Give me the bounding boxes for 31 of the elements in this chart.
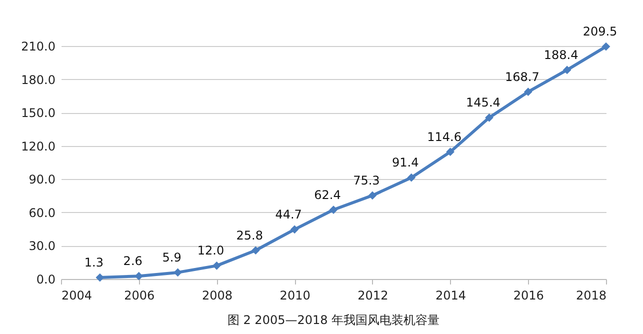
x-tick-label: 2004 bbox=[62, 288, 92, 302]
y-tick-label: 120.0 bbox=[21, 139, 56, 154]
data-label: 145.4 bbox=[466, 96, 500, 110]
x-tick-label: 2010 bbox=[280, 288, 310, 302]
data-label: 12.0 bbox=[197, 244, 224, 258]
data-label: 188.4 bbox=[544, 48, 578, 62]
y-tick-label: 180.0 bbox=[21, 72, 56, 87]
y-tick-label: 210.0 bbox=[21, 40, 56, 54]
y-tick-label: 60.0 bbox=[28, 206, 56, 220]
y-tick-label: 150.0 bbox=[21, 106, 56, 120]
data-label: 209.5 bbox=[582, 24, 618, 39]
data-label: 5.9 bbox=[162, 250, 182, 264]
x-tick-label: 2006 bbox=[124, 288, 155, 302]
data-label: 62.4 bbox=[314, 188, 341, 202]
data-label: 114.6 bbox=[427, 130, 462, 144]
data-label: 2.6 bbox=[123, 254, 142, 268]
caption: 图 2 2005—2018 年我国风电装机容量 bbox=[227, 313, 440, 327]
data-label: 168.7 bbox=[504, 70, 540, 84]
x-tick-label: 2016 bbox=[513, 288, 544, 302]
data-label: 1.3 bbox=[84, 256, 104, 270]
y-tick-label: 0.0 bbox=[36, 272, 56, 286]
data-label: 75.3 bbox=[353, 173, 380, 188]
data-label: 91.4 bbox=[392, 156, 419, 170]
data-label: 25.8 bbox=[236, 228, 263, 242]
y-tick-label: 90.0 bbox=[28, 172, 56, 187]
x-tick-label: 2012 bbox=[358, 288, 388, 302]
x-tick-label: 2008 bbox=[202, 288, 232, 302]
data-label: 44.7 bbox=[275, 207, 302, 222]
x-tick-label: 2018 bbox=[576, 288, 606, 302]
y-tick-label: 30.0 bbox=[28, 239, 56, 254]
x-tick-label: 2014 bbox=[436, 288, 466, 302]
